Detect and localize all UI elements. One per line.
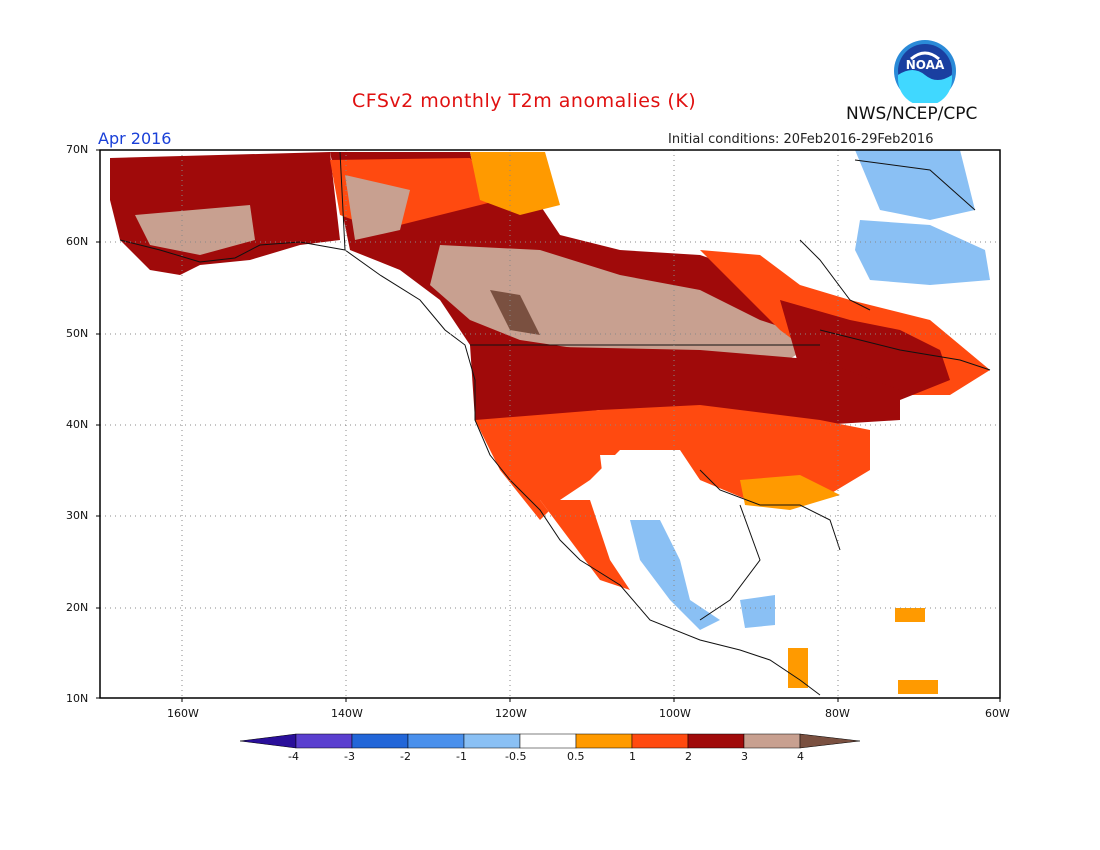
colorbar-cell (407, 733, 465, 749)
colorbar-cell (295, 733, 353, 749)
colorbar-label: 0.5 (567, 750, 585, 763)
colorbar-cell (687, 733, 745, 749)
axis-ticks (96, 149, 1001, 702)
colorbar-label: -1 (456, 750, 467, 763)
colorbar-label: 3 (741, 750, 748, 763)
initial-conditions-label: Initial conditions: 20Feb2016-29Feb2016 (668, 132, 934, 147)
noaa-logo: NOAA (894, 40, 956, 103)
lon-label: 60W (985, 707, 1010, 720)
lat-label: 20N (66, 601, 89, 614)
agency-label: NWS/NCEP/CPC (846, 104, 978, 124)
anomaly-field (110, 150, 990, 694)
lat-label: 10N (66, 692, 89, 705)
lat-label: 70N (66, 143, 89, 156)
logo-text: NOAA (906, 58, 945, 72)
colorbar (239, 733, 861, 749)
valid-month-label: Apr 2016 (98, 129, 172, 148)
colorbar-cell (743, 733, 801, 749)
colorbar-label: -4 (288, 750, 299, 763)
colorbar-label: 4 (797, 750, 804, 763)
colorbar-cell (463, 733, 521, 749)
lat-label: 60N (66, 235, 89, 248)
colorbar-label: 2 (685, 750, 692, 763)
colorbar-cell (631, 733, 689, 749)
lon-label: 80W (825, 707, 850, 720)
lat-label: 50N (66, 327, 89, 340)
lat-label: 30N (66, 509, 89, 522)
colorbar-cell (519, 733, 577, 749)
coastlines (119, 151, 991, 696)
colorbar-cell (575, 733, 633, 749)
lon-label: 160W (167, 707, 199, 720)
colorbar-label: -3 (344, 750, 355, 763)
colorbar-cell (351, 733, 409, 749)
lat-label: 40N (66, 418, 89, 431)
colorbar-cell (239, 733, 297, 749)
grid-lines (100, 150, 1000, 698)
colorbar-label: 1 (629, 750, 636, 763)
colorbar-label: -2 (400, 750, 411, 763)
colorbar-cell (799, 733, 861, 749)
map-frame (99, 149, 1001, 699)
lon-label: 140W (331, 707, 363, 720)
lon-label: 100W (659, 707, 691, 720)
colorbar-label: -0.5 (505, 750, 527, 763)
lon-label: 120W (495, 707, 527, 720)
map-title: CFSv2 monthly T2m anomalies (K) (352, 90, 697, 112)
